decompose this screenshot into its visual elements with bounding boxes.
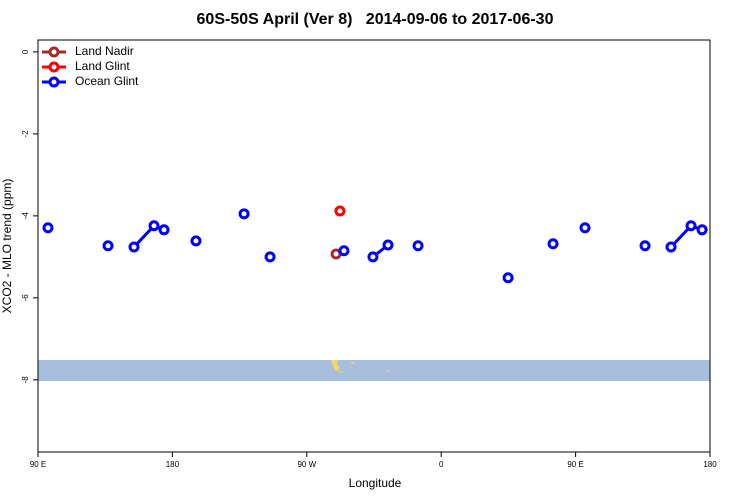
point bbox=[334, 205, 346, 217]
point bbox=[502, 272, 514, 284]
chart-title: 60S-50S April (Ver 8) 2014-09-06 to 2017… bbox=[197, 11, 554, 28]
point bbox=[685, 220, 697, 232]
legend-label: Land Nadir bbox=[75, 44, 134, 58]
point bbox=[412, 240, 424, 252]
point bbox=[264, 251, 276, 263]
legend-label: Land Glint bbox=[75, 59, 130, 73]
x-tick-label: 90 E bbox=[567, 460, 583, 469]
point bbox=[665, 241, 677, 253]
legend-label: Ocean Glint bbox=[75, 74, 139, 88]
x-tick-label: 180 bbox=[703, 460, 717, 469]
legend-marker bbox=[48, 76, 60, 88]
point bbox=[158, 224, 170, 236]
y-tick-label: -6 bbox=[21, 294, 30, 302]
land-patch bbox=[387, 370, 389, 372]
y-tick-label: -8 bbox=[21, 376, 30, 384]
point bbox=[148, 220, 160, 232]
legend-marker bbox=[48, 46, 60, 58]
y-tick-label: -2 bbox=[21, 130, 30, 138]
map-band bbox=[38, 360, 710, 381]
point bbox=[367, 251, 379, 263]
x-tick-label: 180 bbox=[166, 460, 180, 469]
y-tick-label: -4 bbox=[21, 212, 30, 220]
point bbox=[696, 224, 708, 236]
x-tick-label: 0 bbox=[439, 460, 444, 469]
point bbox=[128, 241, 140, 253]
point bbox=[382, 239, 394, 251]
x-tick-label: 90 W bbox=[297, 460, 316, 469]
ocean-band bbox=[38, 360, 710, 381]
point bbox=[338, 245, 350, 257]
point bbox=[639, 240, 651, 252]
y-axis-label: XCO2 - MLO trend (ppm) bbox=[0, 179, 14, 314]
point bbox=[190, 235, 202, 247]
legend-marker bbox=[48, 61, 60, 73]
point bbox=[102, 240, 114, 252]
x-axis-label: Longitude bbox=[349, 476, 402, 490]
x-tick-label: 90 E bbox=[30, 460, 46, 469]
point bbox=[42, 222, 54, 234]
land-patch bbox=[351, 362, 354, 364]
y-tick-label: 0 bbox=[21, 49, 30, 54]
plot-frame bbox=[37, 39, 711, 453]
land-patch bbox=[331, 360, 344, 373]
point bbox=[238, 208, 250, 220]
point bbox=[547, 238, 559, 250]
point bbox=[579, 222, 591, 234]
